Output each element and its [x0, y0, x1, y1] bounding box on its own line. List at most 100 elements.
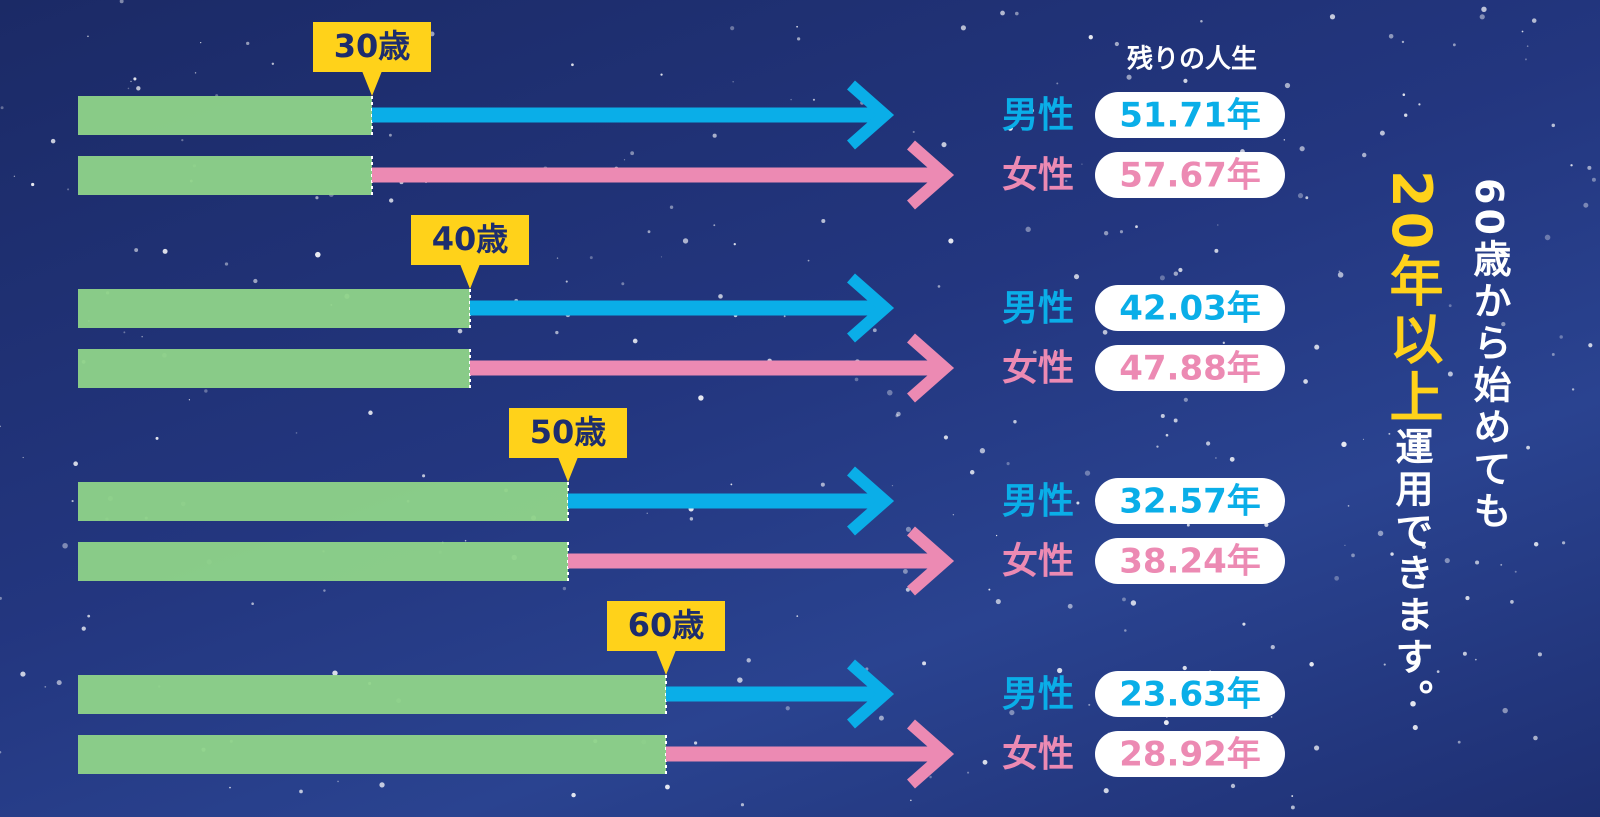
star: [982, 759, 988, 765]
star: [1362, 438, 1365, 440]
star: [1178, 267, 1183, 273]
star: [689, 517, 694, 521]
value-label: 42.03年: [1119, 289, 1261, 329]
star: [623, 159, 626, 161]
age-tag: [509, 408, 627, 458]
star: [1390, 552, 1394, 556]
star: [1303, 379, 1308, 384]
age-tag-pointer: [656, 650, 676, 675]
star: [31, 182, 35, 187]
age-label: 50歳: [530, 413, 607, 451]
sex-label: 女性: [1002, 541, 1074, 582]
star: [1073, 274, 1080, 280]
star: [1421, 544, 1426, 549]
star: [1186, 523, 1190, 527]
star: [332, 670, 338, 676]
star: [130, 80, 132, 83]
value-label: 23.63年: [1119, 675, 1261, 715]
star: [1173, 271, 1179, 276]
star: [1524, 58, 1527, 61]
star: [647, 230, 651, 234]
star: [1032, 350, 1037, 355]
age-bar: [78, 349, 470, 388]
star: [457, 328, 463, 334]
star: [464, 539, 467, 542]
star: [995, 598, 1001, 605]
star: [1007, 125, 1013, 131]
star: [682, 238, 689, 244]
star: [1076, 501, 1080, 505]
star: [123, 331, 126, 334]
star: [952, 514, 955, 516]
star: [878, 715, 884, 721]
star: [1013, 420, 1017, 424]
star: [1229, 456, 1235, 462]
star: [0, 425, 1, 428]
age-bar: [78, 482, 568, 521]
star: [1531, 18, 1537, 23]
star: [1314, 344, 1320, 350]
age-tag-pointer: [362, 71, 382, 96]
star: [1410, 324, 1413, 327]
star: [422, 474, 426, 478]
star: [1183, 397, 1188, 402]
age-tag-pointer: [460, 264, 480, 289]
star: [1126, 74, 1132, 80]
star: [1283, 139, 1286, 141]
star: [1309, 662, 1314, 667]
star: [1206, 441, 1211, 446]
star: [1571, 388, 1575, 391]
age-tag: [411, 215, 529, 265]
star: [0, 596, 2, 600]
sex-label: 女性: [1002, 348, 1074, 389]
star: [660, 73, 663, 76]
star: [589, 256, 593, 260]
star: [1065, 179, 1068, 183]
star: [854, 377, 859, 382]
star: [783, 315, 786, 318]
star: [796, 615, 799, 617]
star: [632, 338, 638, 344]
side-text: 20年以上運用できます。: [1372, 170, 1451, 721]
star: [1417, 455, 1421, 458]
star: [379, 782, 385, 788]
star: [1416, 455, 1419, 458]
star: [246, 41, 250, 46]
star: [1000, 10, 1005, 16]
star: [1067, 603, 1073, 609]
star: [1054, 349, 1057, 352]
arrow-head: [907, 719, 955, 789]
value-label: 28.92年: [1119, 735, 1261, 775]
star: [556, 257, 559, 259]
star: [1447, 371, 1453, 377]
star: [368, 410, 373, 416]
star: [1173, 418, 1178, 423]
age-bar: [78, 542, 568, 581]
arrow-head: [847, 659, 895, 729]
value-pill: [1095, 671, 1285, 717]
star: [967, 771, 970, 774]
arrow-head: [847, 80, 895, 150]
star: [1270, 645, 1275, 650]
star: [62, 542, 68, 549]
star: [155, 436, 159, 440]
star: [665, 784, 670, 790]
star: [315, 251, 321, 258]
star: [960, 25, 966, 31]
star: [1465, 596, 1470, 601]
star: [790, 98, 792, 101]
arrow-head: [847, 466, 895, 536]
star: [902, 569, 908, 574]
star: [271, 62, 275, 65]
star: [1418, 103, 1421, 106]
star: [1588, 343, 1593, 348]
star: [1583, 202, 1589, 208]
star: [1544, 234, 1551, 241]
star: [730, 483, 733, 486]
star: [1242, 622, 1246, 626]
star: [1587, 165, 1592, 170]
star: [740, 803, 745, 807]
star: [1135, 225, 1138, 229]
star: [1448, 304, 1452, 308]
star: [929, 775, 932, 779]
